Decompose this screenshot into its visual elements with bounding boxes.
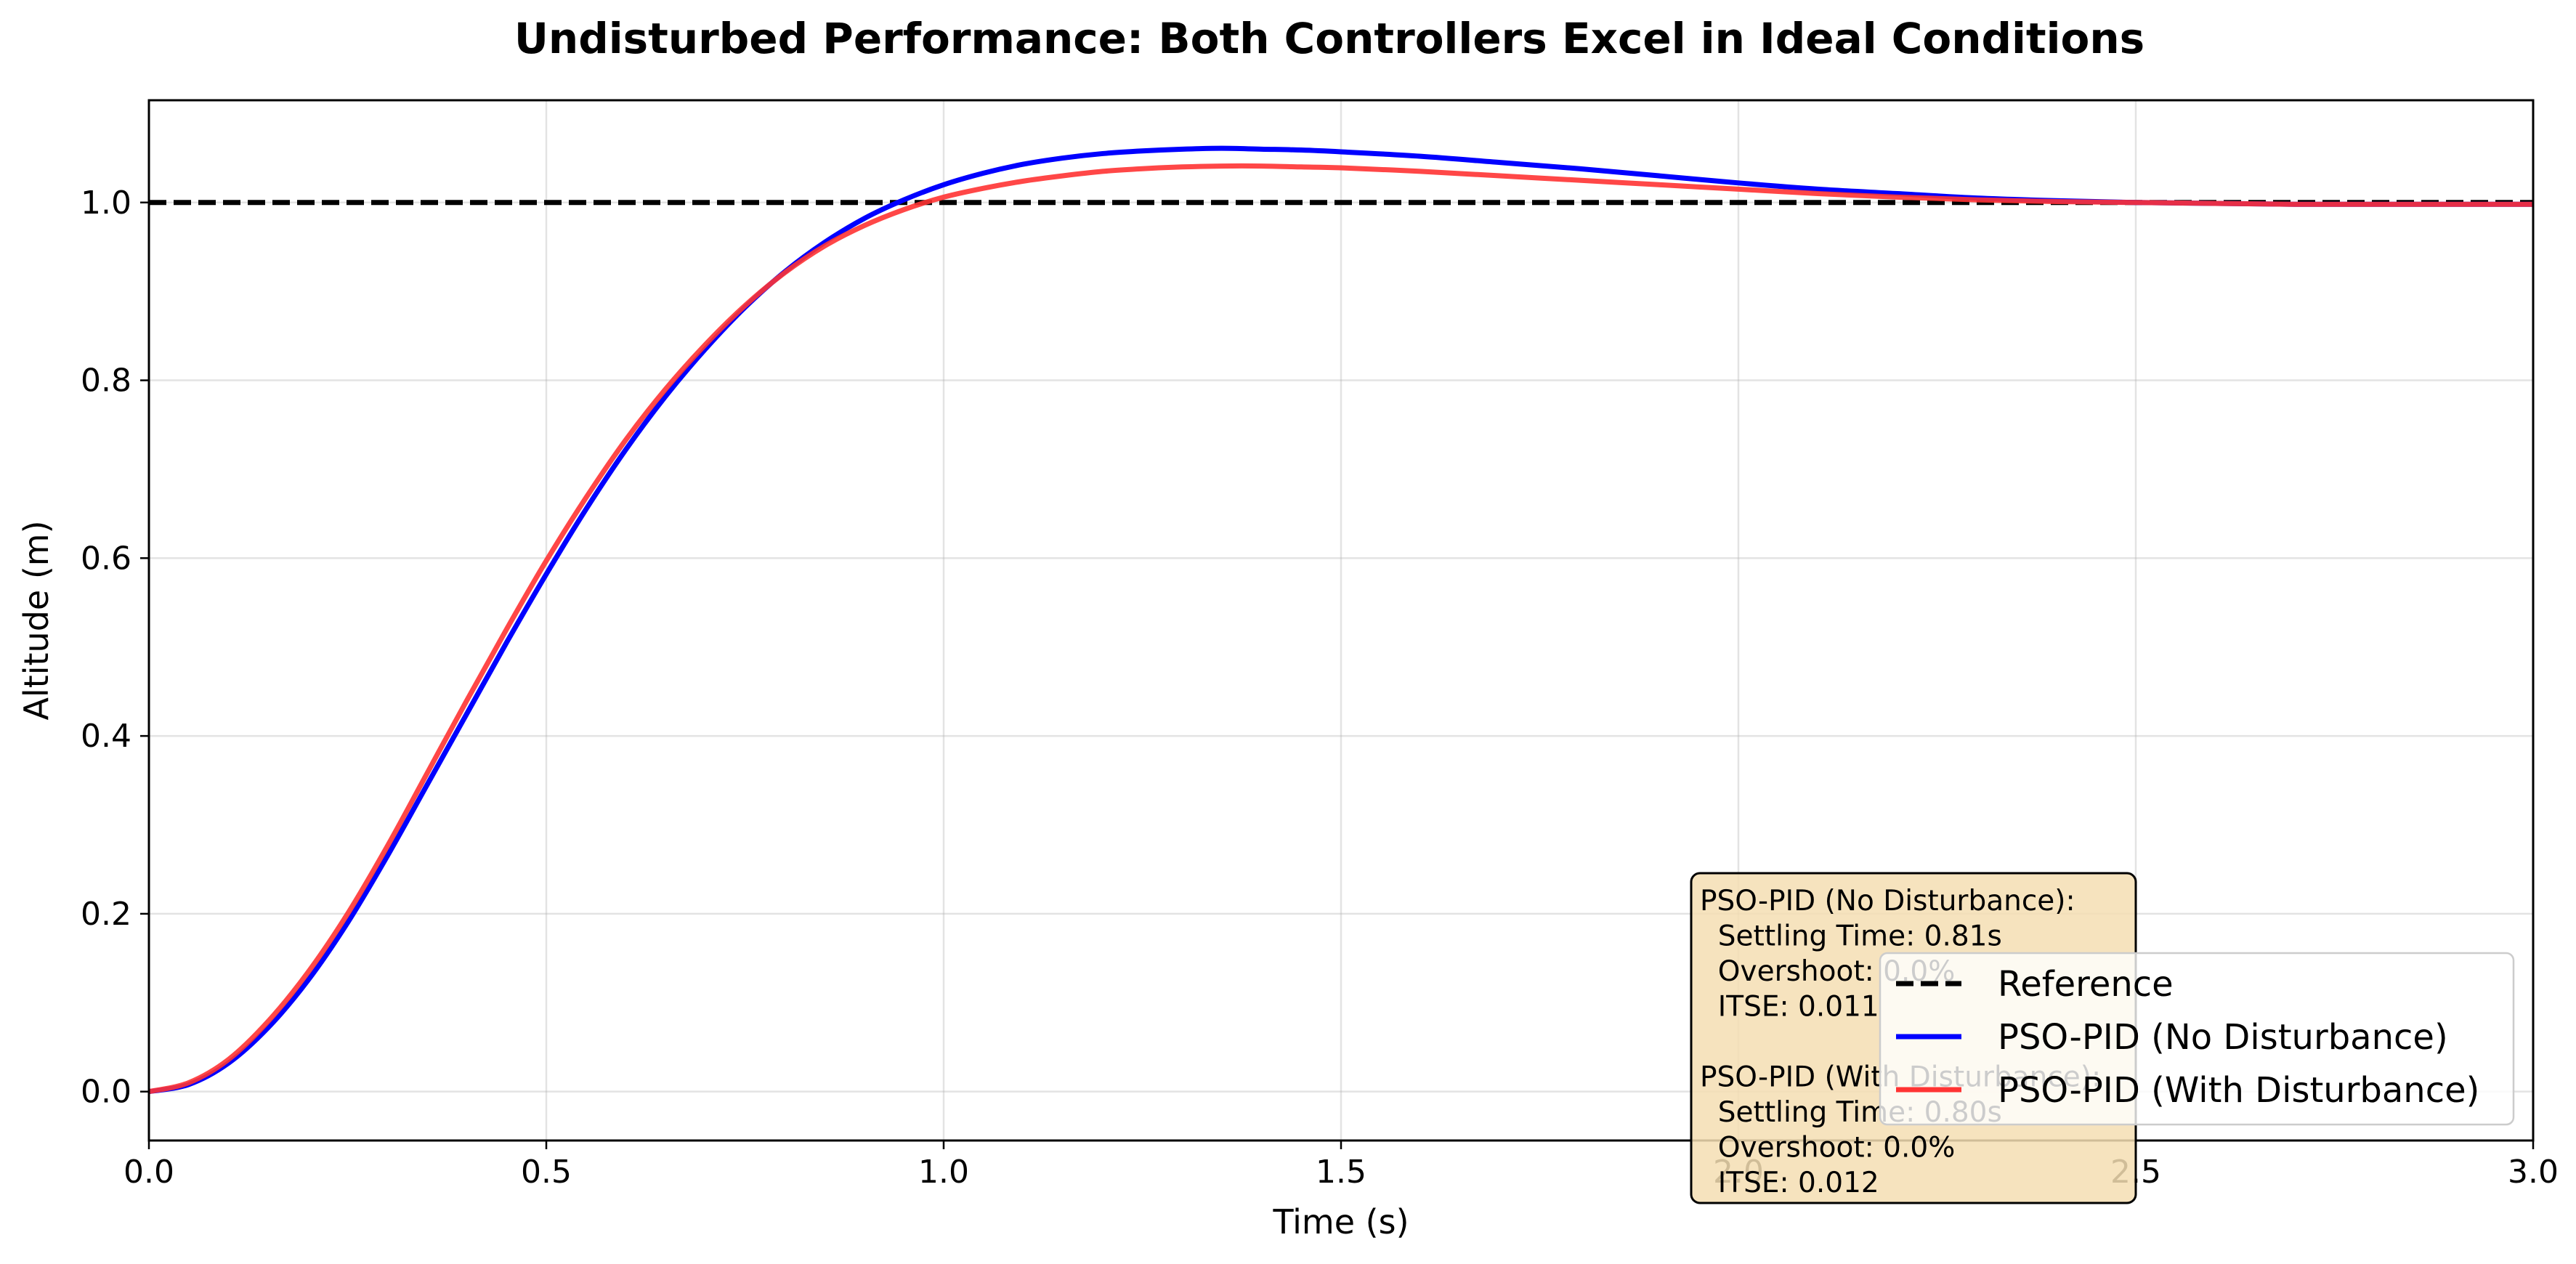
- y-axis-label: Altitude (m): [17, 520, 56, 720]
- x-tick-label: 0.0: [123, 1154, 174, 1191]
- x-tick-label: 1.0: [918, 1154, 969, 1191]
- statistics-line: Overshoot: 0.0%: [1700, 1132, 1955, 1164]
- legend: Reference PSO-PID (No Disturbance) PSO-PID…: [1879, 952, 2515, 1126]
- x-tick-label: 0.5: [521, 1154, 572, 1191]
- y-tick-label: 0.2: [81, 896, 131, 933]
- y-tick-label: 1.0: [81, 185, 131, 222]
- x-axis-label: Time (s): [1272, 1202, 1409, 1241]
- statistics-line: ITSE: 0.011: [1700, 991, 1879, 1024]
- y-tick-label: 0.0: [81, 1074, 131, 1111]
- y-tick-label: 0.6: [81, 540, 131, 577]
- x-tick-label: 1.5: [1316, 1154, 1366, 1191]
- series-line-2: [148, 163, 2533, 1095]
- statistics-line: Settling Time: 0.81s: [1700, 920, 2002, 953]
- statistics-line: ITSE: 0.012: [1700, 1167, 1879, 1199]
- y-tick-label: 0.4: [81, 718, 131, 755]
- legend-entry: PSO-PID (With Disturbance): [1998, 1070, 2479, 1111]
- y-tick-label: 0.8: [81, 362, 131, 400]
- chart-title: Undisturbed Performance: Both Controller…: [514, 14, 2144, 63]
- legend-entry: Reference: [1998, 964, 2174, 1005]
- series-group: [148, 145, 2533, 1095]
- statistics-line: PSO-PID (No Disturbance):: [1700, 885, 2075, 917]
- legend-entry: PSO-PID (No Disturbance): [1998, 1017, 2448, 1058]
- x-tick-label: 3.0: [2508, 1154, 2559, 1191]
- legend-box: [1879, 952, 2515, 1126]
